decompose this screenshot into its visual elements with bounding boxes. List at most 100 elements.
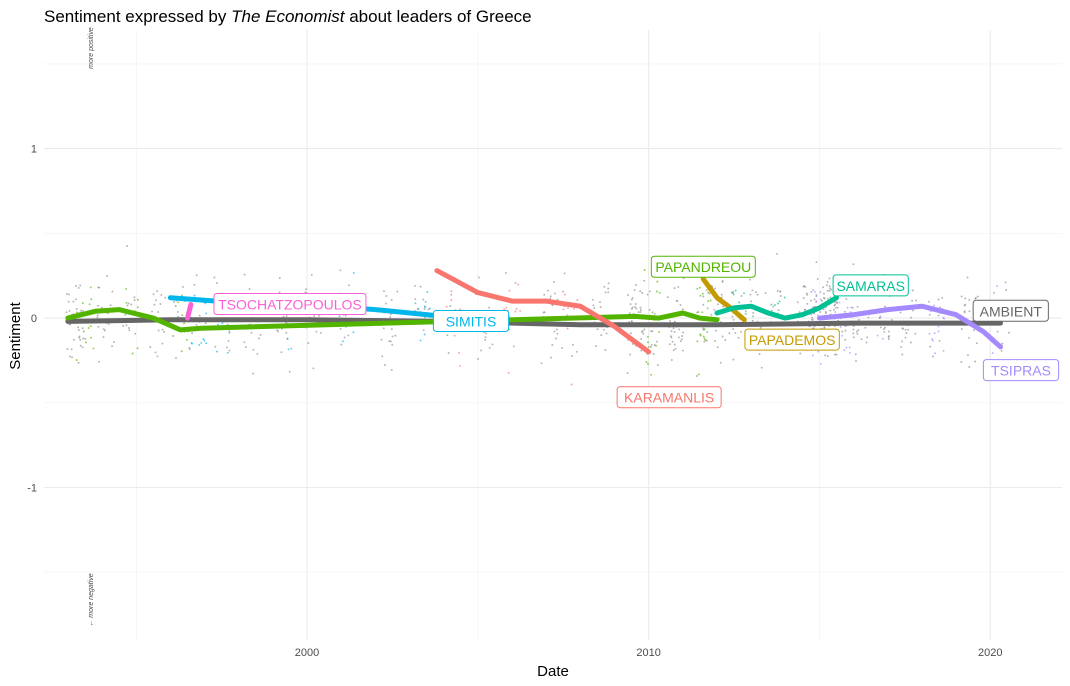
papademos-label-text: PAPADEMOS (749, 332, 836, 348)
sentiment-point (656, 340, 659, 343)
sentiment-point (221, 321, 224, 324)
sentiment-point (180, 350, 183, 353)
sentiment-point (715, 329, 718, 332)
sentiment-point (749, 278, 752, 281)
sentiment-point (653, 312, 656, 315)
sentiment-point (318, 314, 320, 317)
sentiment-point (154, 351, 157, 354)
sentiment-point (174, 305, 177, 307)
sentiment-point (841, 330, 844, 333)
sentiment-point (81, 346, 84, 349)
sentiment-point (816, 314, 819, 317)
sentiment-point (702, 295, 705, 298)
sentiment-point (931, 339, 934, 342)
sentiment-point (90, 298, 93, 301)
sentiment-point (651, 311, 654, 314)
sentiment-point (87, 327, 90, 329)
sentiment-point (911, 299, 914, 302)
sentiment-point (252, 372, 255, 375)
sentiment-point (854, 353, 857, 356)
sentiment-point (966, 354, 969, 357)
sentiment-point (276, 329, 279, 332)
tsochatzopoulos-label: TSOCHATZOPOULOS (213, 293, 367, 315)
sentiment-point (77, 329, 80, 332)
sentiment-point (910, 316, 912, 319)
sentiment-point (670, 359, 673, 361)
sentiment-point (641, 292, 644, 294)
sentiment-point (214, 345, 217, 348)
sentiment-point (974, 296, 977, 299)
sentiment-point (155, 299, 157, 302)
sentiment-point (669, 335, 672, 338)
papademos-label-box (744, 328, 840, 351)
y-tick-label: -1 (27, 483, 37, 495)
sentiment-point (567, 306, 569, 309)
sentiment-point (834, 303, 836, 306)
sentiment-point (107, 322, 110, 325)
sentiment-point (732, 290, 735, 293)
sentiment-point (339, 269, 342, 272)
sentiment-point (90, 336, 92, 339)
sentiment-point (67, 293, 70, 296)
sentiment-point (505, 306, 508, 309)
sentiment-point (697, 373, 700, 376)
sentiment-point (702, 303, 705, 306)
hint-more-positive: more positive (88, 27, 95, 69)
sentiment-point (390, 328, 393, 331)
sentiment-point (826, 355, 829, 358)
sentiment-point (845, 346, 848, 349)
sentiment-point (310, 273, 313, 276)
sentiment-point (592, 304, 595, 307)
sentiment-point (829, 296, 832, 299)
sentiment-point (879, 326, 882, 329)
karamanlis-label-box (616, 386, 722, 409)
sentiment-point (177, 315, 180, 318)
sentiment-point (82, 337, 85, 340)
sentiment-point (226, 351, 229, 354)
sentiment-point (551, 344, 554, 346)
sentiment-point (69, 355, 71, 358)
sentiment-point (507, 371, 510, 374)
sentiment-point (811, 354, 814, 357)
sentiment-point (817, 350, 820, 353)
sentiment-point (136, 306, 139, 309)
sentiment-point (74, 298, 77, 301)
sentiment-point (149, 346, 152, 349)
sentiment-point (103, 329, 106, 332)
sentiment-point (703, 337, 706, 340)
papandreou-label-text: PAPANDREOU (655, 259, 751, 275)
sentiment-point (71, 356, 73, 359)
sentiment-point (188, 346, 191, 349)
sentiment-point (702, 335, 705, 338)
ambient-label: AMBIENT (972, 299, 1049, 322)
sentiment-point (286, 337, 289, 340)
sentiment-point (717, 303, 720, 306)
tsipras-label: TSIPRAS (982, 359, 1060, 382)
sentiment-point (937, 330, 940, 333)
sentiment-point (928, 300, 931, 303)
axis-ticks: 2000 2010 2020 1 0 -1 (27, 144, 1002, 659)
sentiment-point (248, 288, 251, 290)
sentiment-point (796, 301, 799, 304)
sentiment-point (205, 342, 208, 345)
sentiment-point (111, 290, 114, 293)
sentiment-point (563, 272, 566, 275)
sentiment-point (156, 290, 159, 293)
sentiment-point (79, 339, 82, 341)
sentiment-point (126, 304, 129, 307)
sentiment-point (136, 347, 139, 350)
y-tick-label: 1 (31, 144, 37, 156)
sentiment-point (682, 331, 684, 334)
sentiment-point (109, 304, 112, 307)
sentiment-point (424, 306, 427, 309)
sentiment-point (163, 331, 166, 333)
sentiment-point (563, 293, 566, 296)
sentiment-point (996, 330, 999, 333)
sentiment-point (884, 305, 886, 308)
sentiment-point (122, 324, 125, 327)
sentiment-point (698, 286, 701, 289)
sentiment-point (907, 328, 910, 331)
sentiment-point (181, 314, 184, 317)
sentiment-point (181, 285, 184, 288)
papandreou-trend-line (65, 307, 720, 333)
